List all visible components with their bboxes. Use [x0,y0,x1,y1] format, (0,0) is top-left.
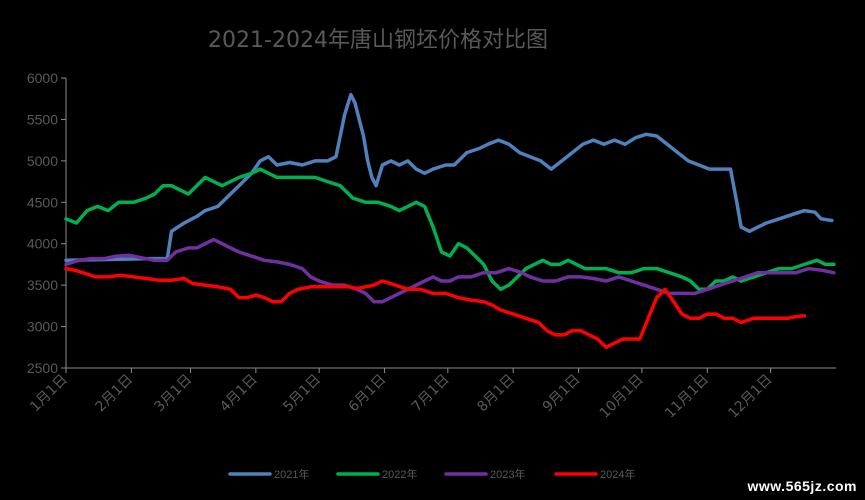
y-tick-label: 5000 [27,153,58,169]
x-tick-label: 9月1日 [540,372,584,416]
series-line-1 [64,92,834,263]
x-tick-label: 10月1日 [597,372,647,422]
x-tick-label: 4月1日 [217,372,261,416]
chart-title: 2021-2024年唐山钢坯价格对比图 [208,28,548,53]
y-tick-label: 5500 [27,111,58,127]
x-tick-label: 3月1日 [152,372,196,416]
y-tick-label: 4000 [27,236,58,252]
y-tick-label: 4500 [27,194,58,210]
legend-label: 2024年 [600,467,635,481]
watermark: www.565jz.com [747,478,857,494]
x-tick-label: 6月1日 [346,372,390,416]
x-tick-label: 2月1日 [93,372,137,416]
x-tick-label: 12月1日 [725,372,775,422]
y-tick-label: 3500 [27,277,58,293]
x-tick-label: 7月1日 [409,372,453,416]
y-tick-label: 3000 [27,319,58,335]
x-tick-label: 1月1日 [27,372,71,416]
series-layer [64,92,836,350]
legend-label: 2022年 [382,467,417,481]
x-tick-label: 11月1日 [662,372,712,422]
series-line-4 [64,266,807,350]
y-axis: 2500 3000 3500 4000 4500 5000 5500 6000 [27,70,67,376]
legend-label: 2023年 [490,467,525,481]
legend-label: 2021年 [274,467,309,481]
series-line-3 [64,237,836,304]
y-tick-label: 6000 [27,70,58,86]
y-tick-label: 2500 [27,360,58,376]
series-line-2 [64,167,836,292]
legend: 2021年 2022年 2023年 2024年 [228,467,635,481]
x-tick-label: 5月1日 [280,372,324,416]
x-axis: 1月1日 2月1日 3月1日 4月1日 5月1日 6月1日 7月1日 8月1日 9月1日 10月1… [27,367,836,422]
x-tick-label: 8月1日 [474,372,518,416]
